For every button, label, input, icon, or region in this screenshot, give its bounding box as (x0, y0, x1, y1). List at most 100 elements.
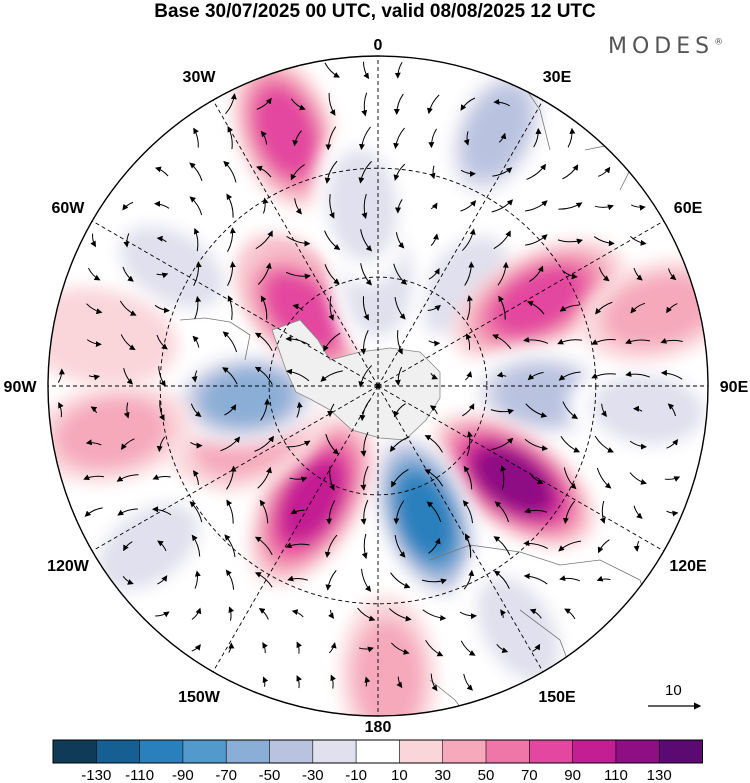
wind-arrow (254, 435, 275, 452)
wind-arrow (390, 642, 410, 655)
longitude-labels: 0 30E 60E 90E 120E 150E 180 150W 120W 90W 60W 30W (4, 37, 749, 736)
wind-arrow (427, 304, 441, 312)
lon-30w-label: 30W (183, 69, 217, 86)
wind-arrow (325, 433, 339, 455)
wind-arrow (393, 500, 405, 525)
wind-arrow (193, 261, 202, 287)
lon-30e-label: 30E (543, 69, 572, 86)
wind-arrow (633, 505, 643, 519)
wind-arrow (490, 408, 515, 415)
wind-arrow (325, 570, 337, 591)
wind-arrow (464, 533, 472, 558)
wind-arrow (460, 640, 476, 656)
meridian-line (377, 220, 665, 387)
wind-arrow (389, 436, 410, 453)
wind-arrow (430, 673, 438, 692)
wind-arrow (362, 296, 369, 321)
wind-arrow (296, 401, 303, 418)
wind-arrow (459, 611, 477, 620)
wind-arrow (600, 403, 607, 418)
wind-arrow (117, 508, 138, 516)
wind-arrow (122, 201, 134, 211)
wind-arrow (158, 366, 166, 387)
meridian-line (212, 99, 379, 387)
wind-arrow (323, 332, 341, 352)
colorbar-label: 130 (647, 767, 672, 783)
wind-arrow (491, 199, 514, 213)
wind-arrow (523, 540, 548, 549)
wind-arrow (155, 611, 170, 618)
wind-arrow (526, 300, 545, 315)
colorbar-label: 90 (564, 767, 581, 783)
wind-arrow (560, 435, 581, 453)
wind-arrow (558, 202, 583, 210)
wind-arrow (286, 368, 310, 382)
wind-arrow (328, 92, 336, 116)
wind-arrow (567, 127, 576, 148)
colorbar-swatch (442, 740, 487, 763)
wind-arrow (525, 200, 548, 212)
wind-arrow (290, 164, 305, 181)
wind-arrow (422, 609, 447, 621)
wind-arrow (559, 575, 581, 582)
modes-logo: MODES® (608, 34, 729, 59)
colorbar-swatch (96, 740, 141, 763)
wind-arrow (463, 673, 473, 691)
wind-arrow (497, 261, 509, 286)
wind-arrow (594, 435, 614, 453)
wind-arrow (394, 534, 406, 558)
wind-arrow (260, 398, 271, 421)
wind-arrow (285, 271, 311, 280)
wind-arrow (360, 499, 369, 525)
wind-arrow (525, 403, 548, 418)
wind-arrow (396, 676, 403, 689)
wind-arrow (58, 401, 64, 418)
wind-arrow (154, 166, 169, 177)
wind-arrow (191, 370, 198, 383)
wind-arrow (193, 127, 199, 148)
wind-arrow (258, 607, 269, 620)
wind-arrow (599, 500, 606, 524)
wind-arrow (424, 469, 444, 487)
wind-arrow (462, 403, 475, 417)
colorbar-label: 110 (604, 767, 628, 783)
wind-arrow (256, 165, 272, 178)
map-border (47, 55, 709, 717)
wind-arrow (294, 198, 302, 215)
wind-arrow (558, 540, 582, 552)
wind-arrow (557, 338, 582, 345)
wind-arrow (395, 232, 405, 249)
wind-arrow (466, 333, 472, 350)
wind-arrow (257, 262, 272, 285)
wind-arrow (320, 370, 343, 382)
wind-arrow (296, 641, 302, 654)
wind-arrow (460, 97, 476, 111)
wind-arrow (500, 609, 507, 618)
wind-arrow (598, 267, 610, 282)
wind-arrow (361, 193, 368, 219)
wind-arrow (190, 442, 203, 449)
pole-marker (375, 383, 381, 389)
colorbar-swatch (529, 740, 574, 763)
anomaly-cell (48, 287, 178, 386)
wind-arrow (119, 300, 137, 316)
colorbar-frame (52, 739, 703, 764)
wind-arrow (194, 570, 201, 589)
wind-arrow (192, 335, 200, 348)
wind-arrow (428, 537, 441, 554)
wind-arrow (225, 569, 235, 590)
wind-arrow (596, 575, 611, 582)
wind-arrow (262, 676, 269, 687)
wind-arrow (529, 265, 544, 283)
wind-arrow (287, 575, 308, 582)
wind-arrow (254, 366, 273, 385)
wind-arrow (361, 92, 368, 117)
wind-arrow (633, 267, 643, 281)
wind-arrow (86, 339, 102, 348)
colorbar-swatch (659, 740, 703, 763)
colorbar-label: -50 (259, 767, 281, 783)
wind-arrow (429, 165, 436, 180)
colorbar: -130 -110 -90 -70 -50 -30 -10 10 30 50 70 90 110 130 (52, 739, 703, 783)
wind-arrow (525, 234, 548, 246)
